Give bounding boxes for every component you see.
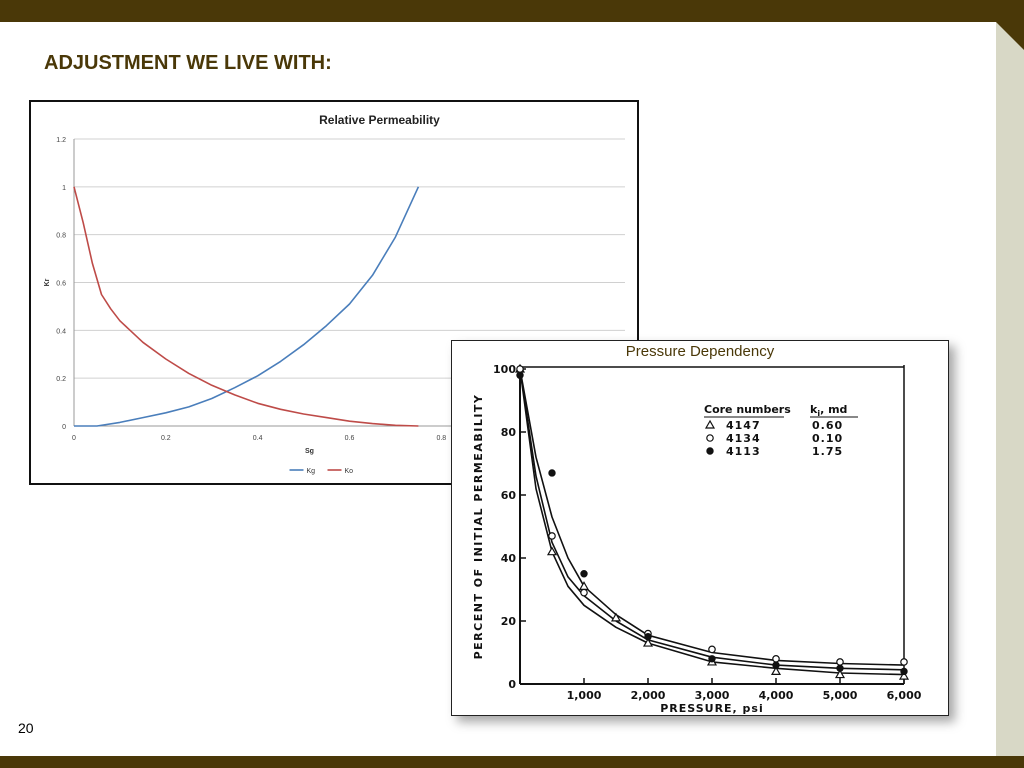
relative-permeability-chart: Relative Permeability 0 0.2 0.4 0.6 0.8 1 1.2 0 0…	[29, 100, 639, 485]
data-point-4147	[642, 637, 654, 647]
data-point-4134	[900, 658, 908, 666]
data-point-4134	[708, 645, 716, 654]
data-point-4147	[610, 612, 622, 622]
legend-symbol-4134	[706, 434, 714, 442]
data-point-4147	[578, 581, 590, 590]
legend-header-k: ki, md	[810, 403, 847, 418]
y-tick-label: 0.6	[56, 281, 66, 288]
legend-core-4134: 4134	[726, 432, 761, 445]
x-tick-label: 0.6	[345, 435, 355, 442]
y-tick-label: 1.2	[56, 137, 66, 144]
series-line-kg	[74, 186, 420, 427]
data-point-4147	[834, 669, 846, 679]
data-point-4113	[836, 664, 844, 672]
legend-k-4113: 1.75	[812, 445, 843, 458]
data-point-4113	[900, 667, 908, 676]
data-point-4113	[580, 570, 588, 578]
x-tick-label: 0.2	[161, 435, 171, 442]
data-point-4134	[772, 654, 780, 663]
y-tick-label: 0	[62, 424, 66, 431]
corner-triangle	[996, 22, 1024, 50]
relative-permeability-svg: Relative Permeability 0 0.2 0.4 0.6 0.8 1 1.2 0 0…	[44, 113, 625, 475]
legend-label-ko: Ko	[345, 468, 354, 475]
data-point-4113	[772, 661, 780, 669]
pressure-dependency-title: Pressure Dependency	[625, 343, 775, 360]
x-tick-label: 3,000	[695, 689, 730, 702]
x-axis-label: PRESSURE, psi	[660, 702, 764, 715]
y-tick-label: 0	[508, 678, 516, 691]
x-tick-label: 4,000	[759, 689, 794, 702]
legend-header-core: Core numbers	[704, 403, 791, 416]
y-tick-label: 0.4	[56, 328, 66, 335]
chart-title: Relative Permeability	[319, 113, 440, 127]
y-tick-label: 60	[501, 489, 517, 502]
legend-symbol-4113	[706, 447, 714, 455]
x-tick-label: 0.4	[253, 435, 263, 442]
y-tick-label: 0.8	[56, 233, 66, 240]
data-point-4134	[516, 365, 524, 373]
x-tick-label: 0	[72, 435, 76, 442]
series-line-ko	[73, 186, 419, 427]
y-tick-label: 100	[493, 363, 516, 376]
slide-number: 20	[18, 720, 34, 736]
fit-curve-3	[519, 368, 905, 676]
right-decor-strip	[996, 22, 1024, 756]
legend-label-kg: Kg	[307, 468, 316, 475]
data-point-4147	[898, 670, 910, 680]
legend-symbol-4147	[704, 419, 716, 429]
data-point-4113	[548, 469, 556, 477]
x-tick-label: 1,000	[567, 689, 602, 702]
bottom-bar	[0, 756, 1024, 768]
y-tick-label: 20	[501, 615, 517, 628]
legend-k-4147: 0.60	[812, 419, 843, 432]
y-tick-label: 0.2	[56, 376, 66, 383]
x-axis-label: Sg	[305, 448, 314, 455]
legend-core-4113: 4113	[726, 445, 761, 458]
y-tick-label: 80	[501, 426, 517, 439]
data-point-4147	[770, 666, 782, 675]
x-tick-label: 2,000	[631, 689, 666, 702]
legend-k-4134: 0.10	[812, 432, 843, 445]
x-tick-label: 6,000	[887, 689, 922, 702]
data-point-4113	[644, 633, 652, 641]
pressure-dependency-chart: Pressure Dependency 0 20 40 60 80 100 1,000 2,0…	[451, 340, 949, 716]
y-tick-label: 1	[62, 185, 66, 192]
data-point-4134	[580, 588, 588, 597]
data-point-4113	[708, 655, 716, 663]
y-tick-label: 40	[501, 552, 517, 565]
pressure-dependency-svg: 0 20 40 60 80 100 1,000 2,000 3,000 4,000 5,000 6,0…	[472, 363, 922, 715]
y-axis-label: PERCENT OF INITIAL PERMEABILITY	[472, 394, 485, 660]
data-point-4134	[548, 532, 556, 540]
data-point-4113	[516, 371, 524, 379]
top-bar	[0, 0, 1024, 22]
x-tick-label: 0.8	[436, 435, 446, 442]
legend-core-4147: 4147	[726, 419, 761, 432]
y-axis-label: Kr	[44, 278, 51, 286]
x-tick-label: 5,000	[823, 689, 858, 702]
slide-title: ADJUSTMENT WE LIVE WITH:	[44, 52, 332, 74]
data-point-4134	[836, 658, 844, 666]
data-point-4147	[546, 546, 558, 556]
